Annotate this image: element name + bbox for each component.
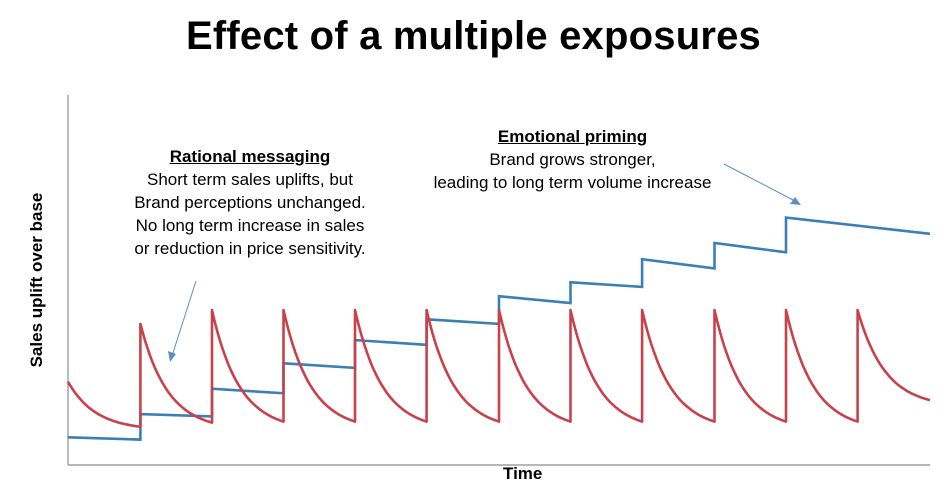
emotional-arrowhead <box>790 197 801 205</box>
emotional-annotation: Emotional priming Brand grows stronger, … <box>400 125 745 194</box>
rational-heading: Rational messaging <box>169 147 331 166</box>
y-axis-label: Sales uplift over base <box>27 192 46 368</box>
emotional-line: Brand grows stronger, <box>489 150 656 169</box>
rational-line: or reduction in price sensitivity. <box>134 239 366 258</box>
rational-annotation: Rational messaging Short term sales upli… <box>95 145 405 260</box>
rational-line: Short term sales uplifts, but <box>147 170 353 189</box>
rational-line: No long term increase in sales <box>135 216 365 235</box>
x-axis-label: Time <box>503 464 543 483</box>
rational-arrow <box>171 280 197 357</box>
emotional-line: leading to long term volume increase <box>433 173 712 192</box>
short-term-series-line <box>66 308 931 429</box>
rational-arrowhead <box>168 351 176 362</box>
chart-title: Effect of a multiple exposures <box>185 14 762 58</box>
emotional-arrow <box>723 163 796 202</box>
emotional-heading: Emotional priming <box>497 127 648 146</box>
rational-line: Brand perceptions unchanged. <box>134 193 366 212</box>
